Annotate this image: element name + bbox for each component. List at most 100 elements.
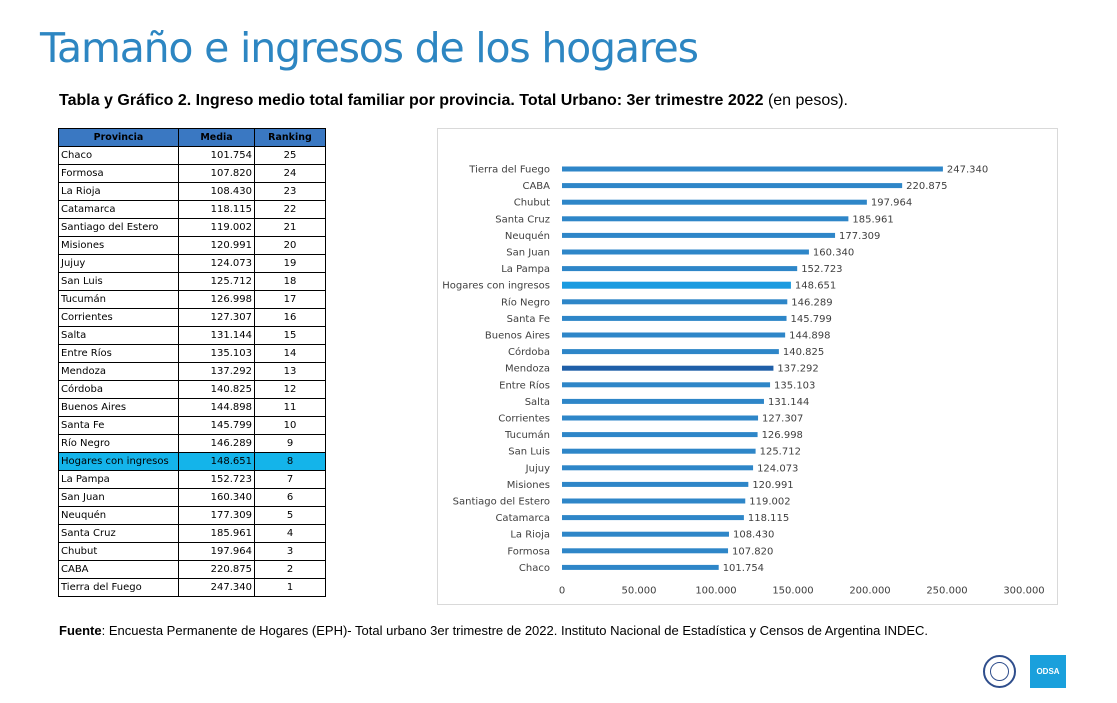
table-row: Tucumán 126.998 17 — [58, 290, 326, 309]
cell-provincia: San Luis — [58, 272, 179, 291]
cell-media: 220.875 — [178, 560, 255, 579]
subtitle-bold: Tabla y Gráfico 2. Ingreso medio total f… — [59, 92, 764, 109]
x-tick-label: 50.000 — [622, 585, 657, 596]
bar — [562, 531, 729, 537]
table-row: Formosa 107.820 24 — [58, 164, 326, 183]
cell-ranking: 12 — [254, 380, 326, 399]
bar — [562, 415, 759, 421]
cell-media: 146.289 — [178, 434, 255, 453]
table-header-row: Provincia Media Ranking — [58, 128, 326, 147]
table-body: Chaco 101.754 25 Formosa 107.820 24 La Rioja 10… — [58, 146, 326, 597]
table-row: Santiago del Estero 119.002 21 — [58, 218, 326, 237]
table-row: Buenos Aires 144.898 11 — [58, 398, 326, 417]
cell-media: 145.799 — [178, 416, 255, 435]
value-label: 160.340 — [813, 248, 854, 259]
table-row: Mendoza 137.292 13 — [58, 362, 326, 381]
cell-media: 197.964 — [178, 542, 255, 561]
table-row: La Pampa 152.723 7 — [58, 470, 326, 489]
category-label: La Pampa — [501, 264, 550, 275]
cell-media: 140.825 — [178, 380, 255, 399]
cell-provincia: Salta — [58, 326, 179, 345]
category-label: Formosa — [507, 546, 550, 557]
table-row: Entre Ríos 135.103 14 — [58, 344, 326, 363]
cell-ranking: 20 — [254, 236, 326, 255]
category-label: Río Negro — [501, 296, 550, 308]
cell-media: 185.961 — [178, 524, 255, 543]
cell-provincia: Río Negro — [58, 434, 179, 453]
category-label: Santa Cruz — [495, 214, 550, 225]
column-header: Ranking — [254, 128, 326, 147]
x-tick-label: 250.000 — [926, 585, 967, 596]
cell-ranking: 6 — [254, 488, 326, 507]
bar — [562, 199, 867, 205]
chart-subtitle: Tabla y Gráfico 2. Ingreso medio total f… — [59, 92, 848, 110]
cell-provincia: Santiago del Estero — [58, 218, 179, 237]
category-label: Buenos Aires — [485, 331, 550, 342]
cell-provincia: Entre Ríos — [58, 344, 179, 363]
x-tick-label: 100.000 — [695, 585, 736, 596]
cell-media: 152.723 — [178, 470, 255, 489]
cell-provincia: Formosa — [58, 164, 179, 183]
value-label: 131.144 — [768, 397, 809, 408]
value-label: 101.754 — [723, 563, 764, 574]
table-row: Río Negro 146.289 9 — [58, 434, 326, 453]
table-row: Hogares con ingresos 148.651 8 — [58, 452, 326, 471]
x-tick-label: 150.000 — [772, 585, 813, 596]
cell-provincia: Buenos Aires — [58, 398, 179, 417]
bar — [562, 266, 798, 272]
category-label: Catamarca — [495, 513, 550, 524]
university-seal-logo — [983, 655, 1016, 688]
cell-ranking: 3 — [254, 542, 326, 561]
cell-ranking: 1 — [254, 578, 326, 597]
cell-provincia: Córdoba — [58, 380, 179, 399]
bar — [562, 299, 788, 305]
cell-provincia: Jujuy — [58, 254, 179, 273]
column-header: Media — [178, 128, 255, 147]
table-row: Chaco 101.754 25 — [58, 146, 326, 165]
category-label: San Juan — [506, 248, 550, 259]
value-label: 144.898 — [789, 331, 830, 342]
subtitle-units: (en pesos). — [767, 92, 848, 109]
category-label: Tucumán — [504, 429, 550, 441]
cell-provincia: Chubut — [58, 542, 179, 561]
cell-ranking: 15 — [254, 326, 326, 345]
cell-provincia: Corrientes — [58, 308, 179, 327]
bar — [562, 349, 779, 355]
cell-provincia: Catamarca — [58, 200, 179, 219]
cell-ranking: 21 — [254, 218, 326, 237]
category-label: Mendoza — [505, 364, 550, 375]
x-tick-label: 300.000 — [1003, 585, 1044, 596]
table-row: Jujuy 124.073 19 — [58, 254, 326, 273]
cell-media: 126.998 — [178, 290, 255, 309]
category-label: Tierra del Fuego — [468, 165, 550, 176]
bar — [562, 448, 756, 454]
table-row: Santa Cruz 185.961 4 — [58, 524, 326, 543]
value-label: 135.103 — [774, 380, 815, 391]
cell-provincia: Hogares con ingresos — [58, 452, 179, 471]
table-row: San Luis 125.712 18 — [58, 272, 326, 291]
table-row: Neuquén 177.309 5 — [58, 506, 326, 525]
category-label: Hogares con ingresos — [442, 281, 550, 292]
table-row: San Juan 160.340 6 — [58, 488, 326, 507]
cell-media: 124.073 — [178, 254, 255, 273]
cell-ranking: 18 — [254, 272, 326, 291]
cell-media: 135.103 — [178, 344, 255, 363]
value-label: 140.825 — [783, 347, 824, 358]
cell-media: 148.651 — [178, 452, 255, 471]
cell-media: 131.144 — [178, 326, 255, 345]
table-row: Corrientes 127.307 16 — [58, 308, 326, 327]
bar — [562, 498, 746, 504]
table-row: Salta 131.144 15 — [58, 326, 326, 345]
table-row: Catamarca 118.115 22 — [58, 200, 326, 219]
cell-media: 119.002 — [178, 218, 255, 237]
odsa-logo: ODSA — [1030, 655, 1066, 688]
table-row: Tierra del Fuego 247.340 1 — [58, 578, 326, 597]
cell-provincia: CABA — [58, 560, 179, 579]
cell-media: 118.115 — [178, 200, 255, 219]
value-label: 148.651 — [795, 281, 836, 292]
category-label: Entre Ríos — [499, 379, 550, 391]
cell-media: 247.340 — [178, 578, 255, 597]
cell-provincia: La Pampa — [58, 470, 179, 489]
value-label: 247.340 — [947, 165, 988, 176]
cell-media: 107.820 — [178, 164, 255, 183]
